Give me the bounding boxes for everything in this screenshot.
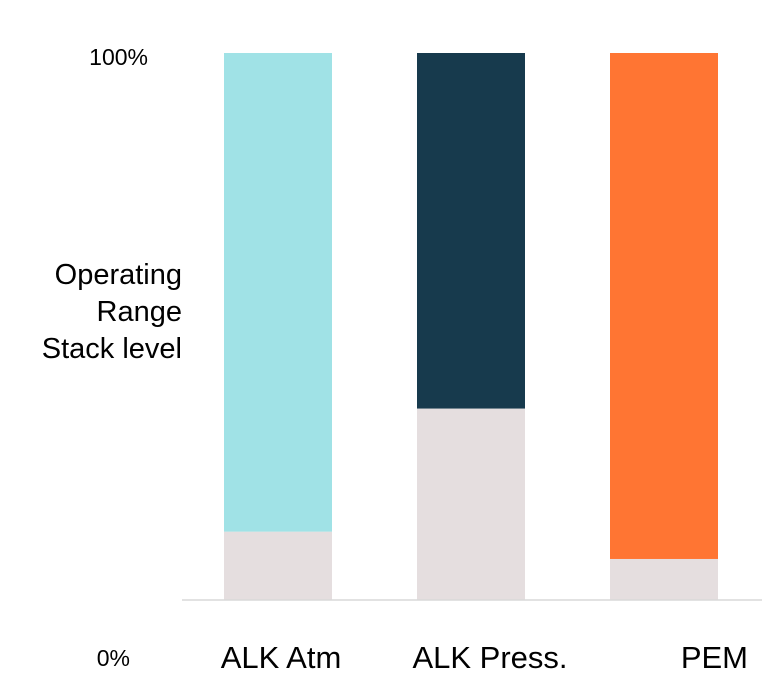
y-axis-label-line-3: Stack level [42,333,182,365]
y-tick-bottom: 0% [97,645,130,671]
bar-alk-atm-segment-range [224,53,332,532]
y-axis-label-line-1: Operating [55,259,182,291]
y-tick-top: 100% [89,44,148,70]
bars [224,53,718,600]
bar-alk-press-segment-range [417,53,525,409]
x-tick-pem: PEM [681,640,748,673]
bar-pem-segment-range [610,53,718,559]
x-tick-alk-atm: ALK Atm [221,640,342,673]
bar-pem-segment-base [610,558,718,600]
bar-alk-atm-segment-base [224,531,332,600]
y-axis-label-line-2: Range [97,296,182,328]
bar-alk-press-segment-base [417,408,525,600]
x-tick-alk-press: ALK Press. [412,640,567,673]
